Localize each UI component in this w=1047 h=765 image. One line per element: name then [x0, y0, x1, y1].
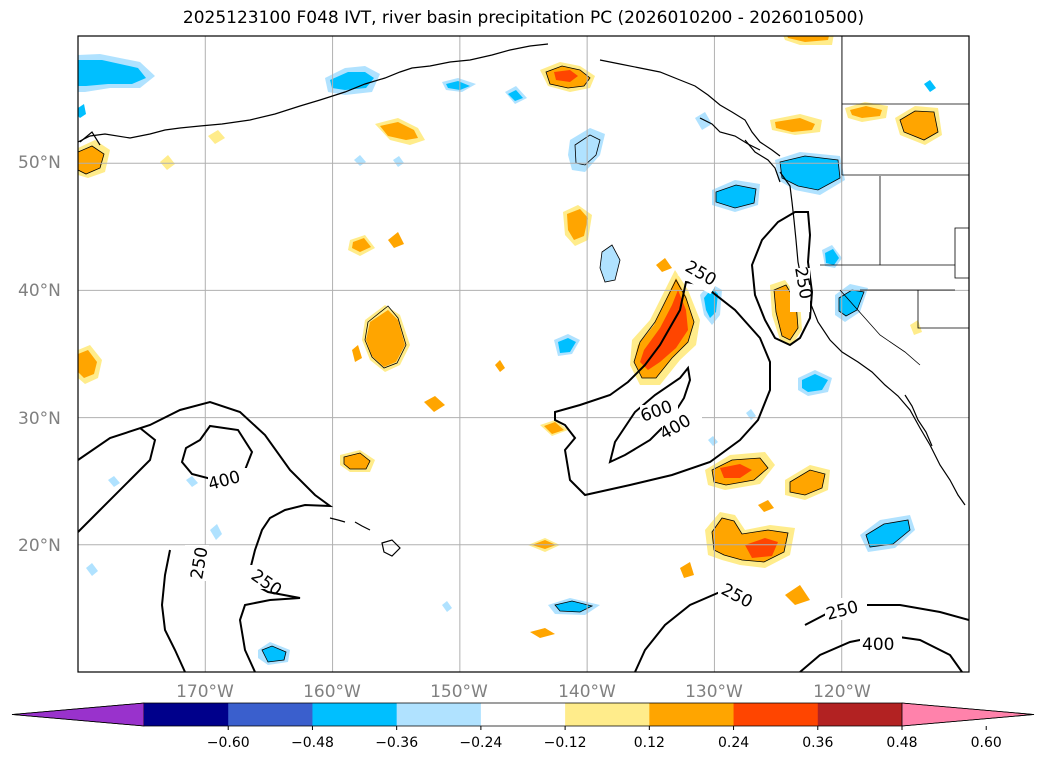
coastlines	[78, 43, 966, 557]
colorbar-segment-2	[312, 703, 398, 726]
colorbar-tick-label-9: 0.60	[971, 735, 1002, 751]
colorbar-tick-label-3: −0.24	[459, 735, 502, 751]
political-borders	[820, 36, 969, 366]
negative-anomaly-patches	[78, 54, 936, 665]
colorbar: −0.60 −0.48 −0.36 −0.24 −0.12 0.12 0.24 0.36 0.4…	[11, 702, 1035, 751]
lon-label-170w: 170°W	[176, 682, 234, 702]
colorbar-outline	[11, 702, 1035, 727]
map-title: 2025123100 F048 IVT, river basin precipi…	[182, 8, 865, 28]
colorbar-segment-6	[649, 703, 735, 726]
lon-label-120w: 120°W	[813, 682, 871, 702]
precip-pc-shading	[78, 36, 942, 665]
colorbar-segment-7	[733, 703, 819, 726]
colorbar-tick-label-6: 0.24	[718, 735, 749, 751]
colorbar-segment-4	[480, 703, 566, 726]
colorbar-tick-label-5: 0.12	[634, 735, 665, 751]
colorbar-extend-high	[901, 702, 1035, 727]
colorbar-ticks: −0.60 −0.48 −0.36 −0.24 −0.12 0.12 0.24 0.36 0.4…	[207, 726, 1002, 751]
colorbar-segment-8	[817, 703, 903, 726]
colorbar-tick-label-8: 0.48	[886, 735, 917, 751]
contour-label-400-c: 400	[862, 635, 894, 655]
lon-label-130w: 130°W	[685, 682, 743, 702]
colorbar-tick-label-4: −0.12	[544, 735, 587, 751]
colorbar-segment-5	[565, 703, 650, 726]
longitude-labels: 170°W 160°W 150°W 140°W 130°W 120°W	[176, 682, 871, 702]
lat-label-40n: 40°N	[18, 281, 61, 301]
lat-label-50n: 50°N	[18, 153, 61, 173]
colorbar-segment-0	[144, 703, 229, 726]
lat-label-20n: 20°N	[18, 536, 61, 556]
colorbar-tick-label-0: −0.60	[207, 735, 250, 751]
lat-label-30n: 30°N	[18, 409, 61, 429]
lon-label-150w: 150°W	[430, 682, 488, 702]
colorbar-tick-label-2: −0.36	[375, 735, 418, 751]
colorbar-segments	[11, 702, 1035, 727]
contour-label-250-e: 250	[718, 580, 756, 613]
anomaly-patch-outlines	[78, 65, 939, 663]
colorbar-segment-1	[228, 703, 313, 726]
latitude-labels: 50°N 40°N 30°N 20°N	[18, 153, 61, 556]
colorbar-extend-low	[11, 702, 145, 727]
lon-label-160w: 160°W	[303, 682, 361, 702]
lon-label-140w: 140°W	[558, 682, 616, 702]
map-frame	[77, 35, 970, 673]
colorbar-segment-3	[396, 703, 482, 726]
colorbar-tick-label-7: 0.36	[802, 735, 833, 751]
map-gridlines	[78, 36, 969, 672]
colorbar-tick-label-1: −0.48	[291, 735, 334, 751]
